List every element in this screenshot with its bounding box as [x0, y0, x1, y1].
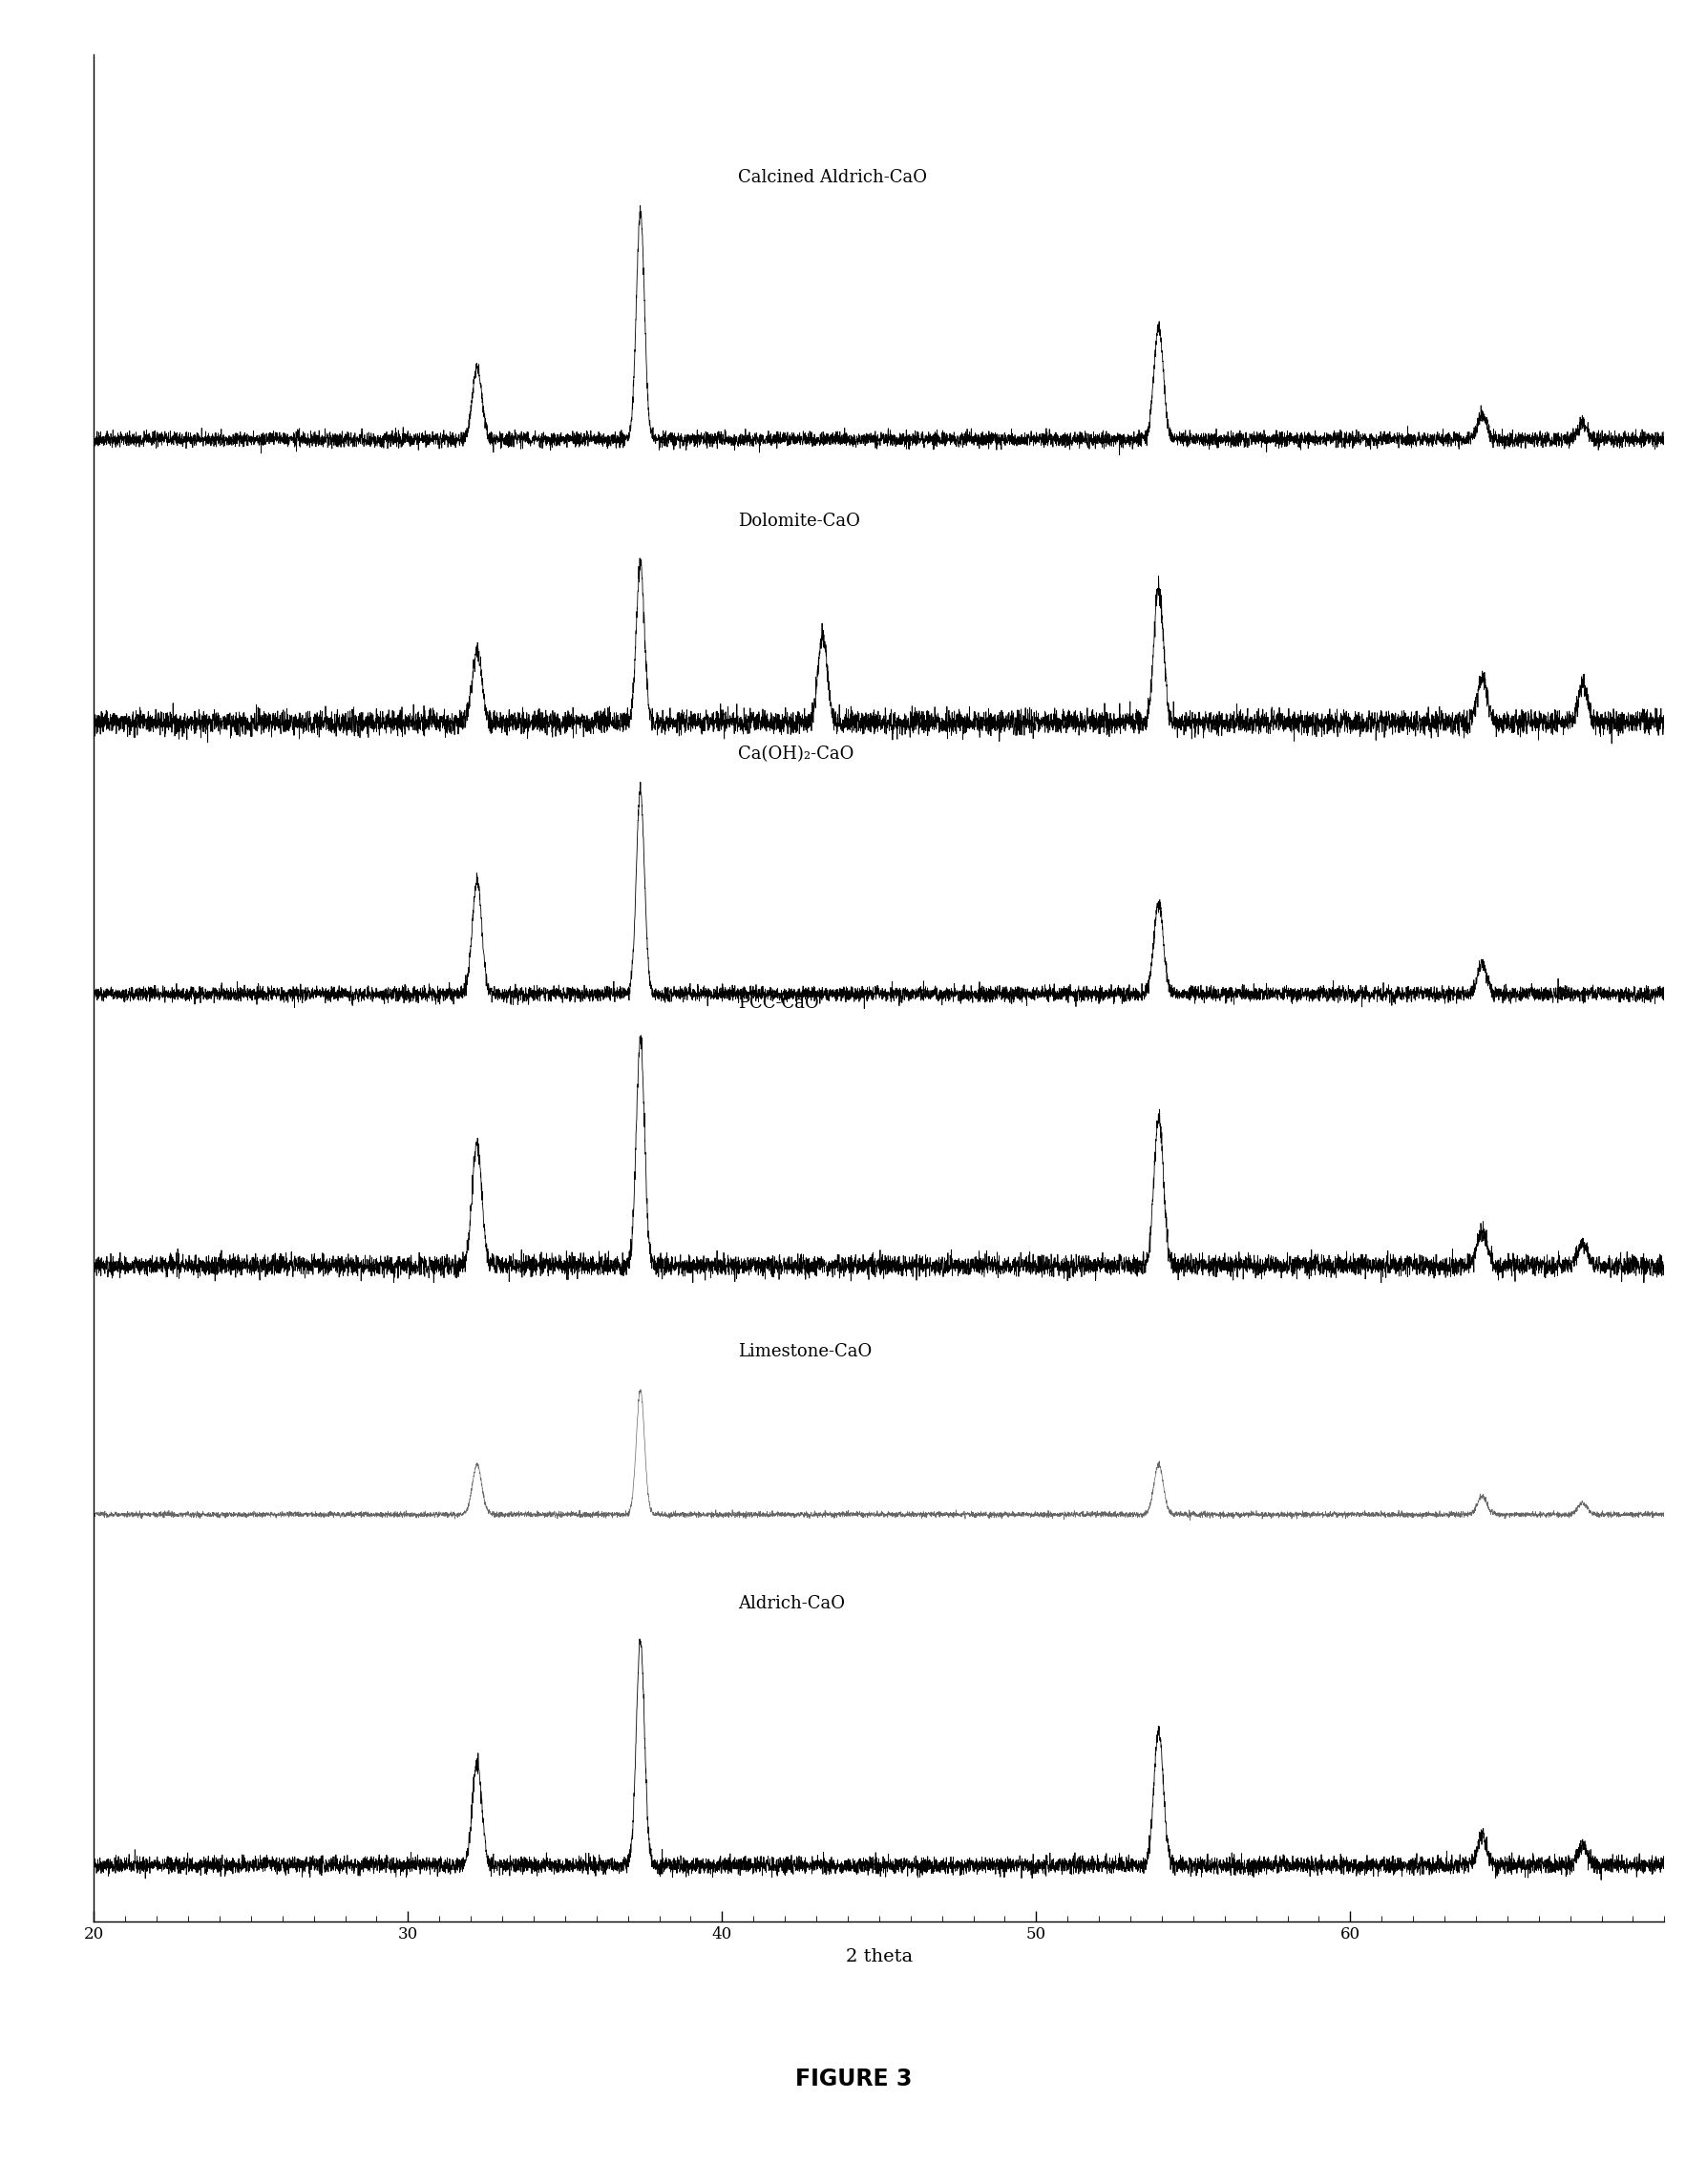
Text: PCC-CaO: PCC-CaO [737, 996, 819, 1011]
Text: Aldrich-CaO: Aldrich-CaO [737, 1594, 845, 1612]
Text: Limestone-CaO: Limestone-CaO [737, 1343, 872, 1361]
Text: FIGURE 3: FIGURE 3 [795, 2068, 912, 2090]
Text: Calcined Aldrich-CaO: Calcined Aldrich-CaO [737, 168, 927, 186]
Text: Dolomite-CaO: Dolomite-CaO [737, 513, 860, 531]
Text: Ca(OH)₂-CaO: Ca(OH)₂-CaO [737, 747, 854, 762]
X-axis label: 2 theta: 2 theta [845, 1948, 913, 1966]
